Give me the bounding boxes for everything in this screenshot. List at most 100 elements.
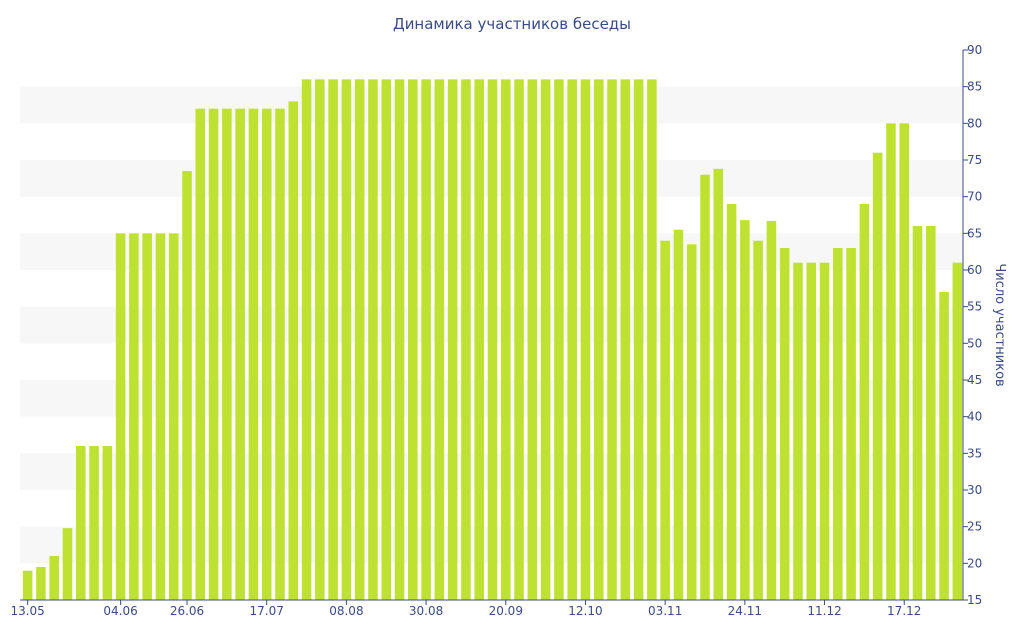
bar[interactable] [819, 262, 830, 600]
bar[interactable] [700, 174, 710, 601]
bar[interactable] [328, 79, 338, 600]
bar[interactable] [899, 123, 910, 600]
bar[interactable] [872, 152, 883, 601]
bar[interactable] [248, 108, 259, 601]
bar[interactable] [540, 79, 551, 600]
bar[interactable] [182, 171, 192, 600]
bar[interactable] [222, 108, 232, 601]
bar[interactable] [22, 570, 33, 600]
bar[interactable] [859, 204, 870, 600]
bar[interactable] [793, 262, 803, 600]
bar[interactable] [89, 446, 99, 600]
bar[interactable] [833, 248, 843, 600]
y-tick-label: 55 [967, 300, 982, 314]
bar[interactable] [620, 79, 631, 600]
bar[interactable] [567, 79, 577, 600]
bar[interactable] [75, 446, 86, 600]
bar[interactable] [501, 79, 511, 600]
bar[interactable] [660, 240, 670, 601]
bar[interactable] [421, 79, 431, 600]
x-tick-label: 08.08 [329, 604, 363, 618]
bar[interactable] [195, 108, 206, 601]
y-axis-title: Число участников [992, 263, 1007, 386]
bar[interactable] [647, 79, 657, 600]
bar[interactable] [62, 528, 73, 600]
x-tick-label: 26.06 [170, 604, 204, 618]
x-tick-label: 13.05 [10, 604, 44, 618]
x-tick-label: 12.10 [568, 604, 602, 618]
bar[interactable] [740, 220, 750, 600]
bar[interactable] [381, 79, 392, 600]
y-axis-ticks: 15 20 25 30 35 40 45 50 55 60 65 70 75 80 85 90 [963, 43, 982, 607]
bar[interactable] [261, 108, 272, 601]
bar[interactable] [926, 226, 936, 600]
bar[interactable] [633, 79, 644, 600]
y-tick-label: 80 [967, 116, 982, 130]
y-tick-label: 60 [967, 263, 982, 277]
bar[interactable] [726, 204, 737, 600]
bar[interactable] [155, 233, 166, 600]
bar[interactable] [554, 79, 564, 600]
bar[interactable] [912, 226, 923, 600]
bar[interactable] [686, 244, 697, 600]
bar[interactable] [49, 556, 59, 600]
y-tick-label: 25 [967, 520, 982, 534]
bar[interactable] [142, 233, 152, 600]
bar[interactable] [766, 220, 777, 600]
bar[interactable] [408, 79, 418, 600]
y-tick-label: 85 [967, 80, 982, 94]
bar[interactable] [886, 123, 896, 600]
bar[interactable] [474, 79, 484, 600]
bar[interactable] [208, 108, 219, 601]
bar[interactable] [315, 79, 325, 600]
y-tick-label: 65 [967, 226, 982, 240]
x-tick-label: 03.11 [648, 604, 682, 618]
bar[interactable] [806, 262, 817, 600]
bar[interactable] [102, 446, 113, 600]
x-tick-label: 11.12 [807, 604, 841, 618]
y-tick-label: 35 [967, 446, 982, 460]
bar[interactable] [368, 79, 378, 600]
bar[interactable] [275, 108, 285, 601]
bar[interactable] [36, 567, 46, 600]
bar[interactable] [447, 79, 458, 600]
bar[interactable] [939, 292, 949, 600]
x-axis-ticks: 13.05 04.06 26.06 17.07 08.08 30.08 20.09 12.10… [10, 600, 921, 618]
bar[interactable] [487, 79, 498, 600]
bar[interactable] [607, 79, 617, 600]
bar[interactable] [461, 79, 471, 600]
x-tick-label: 17.12 [887, 604, 921, 618]
bar[interactable] [713, 168, 724, 601]
bar[interactable] [394, 79, 405, 600]
y-tick-label: 45 [967, 373, 982, 387]
bar[interactable] [288, 101, 299, 600]
x-tick-label: 24.11 [728, 604, 762, 618]
bar[interactable] [779, 248, 790, 600]
bar[interactable] [673, 229, 684, 601]
bar[interactable] [580, 79, 591, 600]
bar[interactable] [593, 79, 604, 600]
y-tick-label: 90 [967, 43, 982, 57]
bar[interactable] [301, 79, 312, 600]
bar[interactable] [354, 79, 365, 600]
bar[interactable] [434, 79, 445, 600]
chart-title: Динамика участников беседы [393, 15, 631, 33]
y-tick-label: 15 [967, 593, 982, 607]
bar[interactable] [952, 262, 963, 600]
y-tick-label: 75 [967, 153, 982, 167]
bar[interactable] [514, 79, 524, 600]
bar[interactable] [168, 233, 179, 600]
x-tick-label: 20.09 [489, 604, 523, 618]
bar[interactable] [753, 240, 763, 601]
bar[interactable] [846, 248, 856, 600]
bar[interactable] [129, 233, 139, 600]
x-tick-label: 04.06 [103, 604, 137, 618]
bar[interactable] [235, 108, 245, 601]
bar[interactable] [527, 79, 538, 600]
bar[interactable] [341, 79, 352, 600]
y-tick-label: 70 [967, 190, 982, 204]
bar[interactable] [115, 233, 126, 600]
x-tick-label: 17.07 [250, 604, 284, 618]
